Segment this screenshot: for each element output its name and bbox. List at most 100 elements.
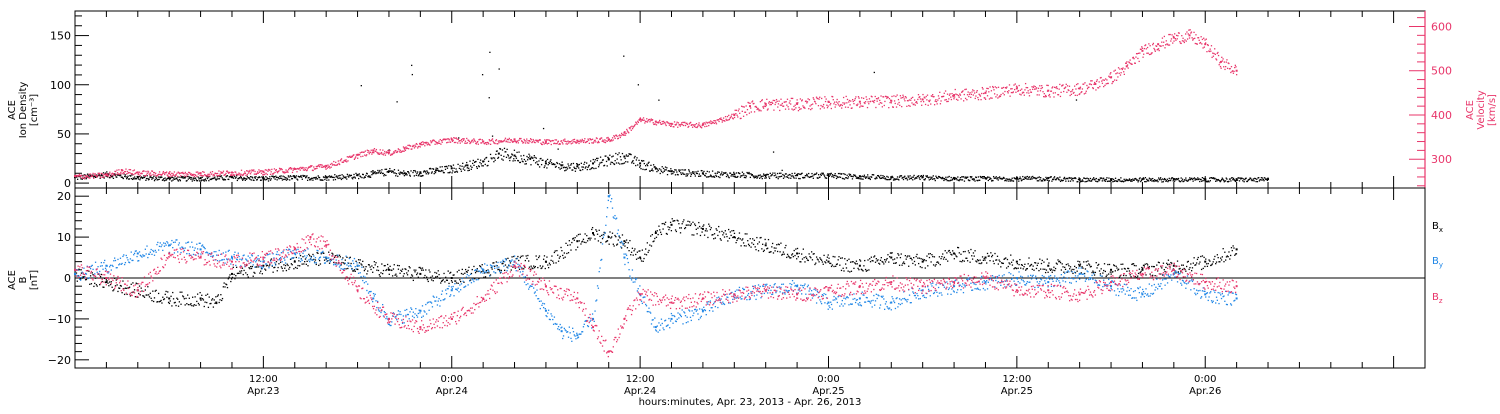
trace-dot: [514, 150, 515, 151]
trace-dot: [194, 296, 195, 297]
trace-dot: [540, 265, 541, 266]
trace-dot: [1226, 178, 1227, 179]
trace-dot: [439, 170, 440, 171]
trace-dot: [315, 168, 316, 169]
trace-dot: [1161, 181, 1162, 182]
trace-dot: [425, 269, 426, 270]
trace-dot: [553, 140, 554, 141]
trace-dot: [101, 274, 102, 275]
trace-dot: [851, 271, 852, 272]
trace-dot: [788, 108, 789, 109]
trace-dot: [919, 96, 920, 97]
trace-dot: [699, 226, 700, 227]
trace-dot: [117, 172, 118, 173]
trace-dot: [288, 175, 289, 176]
trace-dot: [1055, 92, 1056, 93]
trace-dot: [186, 180, 187, 181]
trace-dot: [696, 123, 697, 124]
trace-dot: [358, 259, 359, 260]
trace-dot: [618, 239, 619, 240]
trace-dot: [991, 98, 992, 99]
trace-dot: [1043, 96, 1044, 97]
trace-dot: [105, 282, 106, 283]
trace-dot: [259, 177, 260, 178]
trace-dot: [605, 155, 606, 156]
trace-dot: [1131, 180, 1132, 181]
trace-dot: [842, 102, 843, 103]
trace-dot: [315, 259, 316, 260]
trace-dot: [383, 154, 384, 155]
trace-dot: [511, 256, 512, 257]
trace-dot: [83, 177, 84, 178]
trace-dot: [242, 268, 243, 269]
trace-dot: [224, 282, 225, 283]
trace-dot: [182, 172, 183, 173]
data-point: [576, 240, 578, 242]
trace-dot: [1129, 62, 1130, 63]
trace-dot: [265, 173, 266, 174]
trace-dot: [947, 94, 948, 95]
trace-dot: [947, 180, 948, 181]
trace-dot: [1015, 92, 1016, 93]
trace-dot: [674, 220, 675, 221]
trace-dot: [306, 261, 307, 262]
trace-dot: [660, 169, 661, 170]
trace-dot: [398, 269, 399, 270]
trace-dot: [148, 171, 149, 172]
trace-dot: [1267, 180, 1268, 181]
trace-dot: [577, 164, 578, 165]
trace-dot: [648, 162, 649, 163]
trace-dot: [812, 259, 813, 260]
trace-dot: [841, 173, 842, 174]
trace-dot: [762, 244, 763, 245]
trace-dot: [96, 175, 97, 176]
trace-dot: [402, 173, 403, 174]
trace-dot: [783, 251, 784, 252]
trace-dot: [622, 234, 623, 235]
trace-dot: [679, 124, 680, 125]
trace-dot: [404, 149, 405, 150]
trace-dot: [523, 142, 524, 143]
trace-dot: [1197, 177, 1198, 178]
trace-dot: [604, 142, 605, 143]
trace-dot: [465, 164, 466, 165]
trace-dot: [473, 141, 474, 142]
trace-dot: [246, 170, 247, 171]
trace-dot: [166, 297, 167, 298]
trace-dot: [644, 120, 645, 121]
trace-dot: [564, 252, 565, 253]
trace-dot: [416, 173, 417, 174]
trace-dot: [278, 178, 279, 179]
trace-dot: [176, 173, 177, 174]
trace-dot: [1173, 36, 1174, 37]
trace-dot: [1175, 179, 1176, 180]
trace-dot: [241, 178, 242, 179]
data-point: [1236, 70, 1238, 72]
trace-dot: [813, 178, 814, 179]
trace-dot: [974, 178, 975, 179]
trace-dot: [331, 163, 332, 164]
trace-dot: [1008, 179, 1009, 180]
trace-dot: [525, 140, 526, 141]
trace-dot: [965, 176, 966, 177]
trace-dot: [813, 253, 814, 254]
trace-dot: [1219, 62, 1220, 63]
trace-dot: [131, 284, 132, 285]
trace-dot: [454, 142, 455, 143]
trace-dot: [443, 273, 444, 274]
trace-dot: [940, 258, 941, 259]
trace-dot: [1005, 257, 1006, 258]
trace-dot: [570, 164, 571, 165]
trace-dot: [816, 256, 817, 257]
trace-dot: [969, 262, 970, 263]
trace-dot: [495, 160, 496, 161]
trace-dot: [1101, 177, 1102, 178]
trace-dot: [455, 171, 456, 172]
trace-dot: [359, 154, 360, 155]
trace-dot: [987, 95, 988, 96]
trace-dot: [121, 169, 122, 170]
trace-dot: [888, 107, 889, 108]
trace-dot: [216, 175, 217, 176]
trace-dot: [248, 276, 249, 277]
trace-dot: [665, 222, 666, 223]
